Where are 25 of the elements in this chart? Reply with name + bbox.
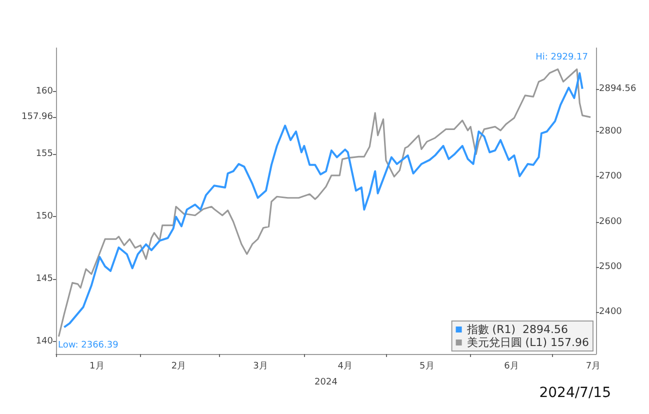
x-tick-label: 4月	[338, 362, 352, 372]
y2-tick-label: 2500	[599, 262, 622, 272]
x-tick-label: 6月	[504, 362, 519, 372]
y-tick-label: 155	[36, 149, 53, 160]
annotation: Hi: 2929.17	[536, 52, 588, 62]
annotation: Low: 2366.39	[58, 340, 119, 350]
x-tick-label: 5月	[420, 362, 434, 372]
legend-label: 美元兌日圓 (L1) 157.96	[466, 336, 590, 349]
y-tick-label: 160	[36, 86, 54, 97]
x-tick-label: 2月	[171, 362, 186, 372]
y-tick-label: 140	[36, 336, 54, 347]
y2-tick-label: 2400	[599, 307, 622, 318]
legend-label: 指數 (R1) 2894.56	[466, 323, 568, 336]
y2-tick-label: 2600	[599, 216, 622, 227]
y-tick-label: 145	[36, 274, 53, 284]
x-tick-label: 1月	[90, 362, 104, 372]
y-tick-label: 157.96	[22, 112, 54, 122]
x-tick-label: 3月	[253, 362, 268, 372]
y2-tick-label: 2700	[599, 172, 622, 182]
y2-tick-label: 2800	[599, 126, 622, 136]
text: 2024/7/15	[539, 385, 612, 401]
x-axis-title: 2024	[314, 378, 338, 388]
y-tick-label: 150	[36, 212, 54, 222]
x-tick-label: 7月	[586, 362, 601, 372]
y2-tick-label: 2894.56	[599, 84, 636, 94]
